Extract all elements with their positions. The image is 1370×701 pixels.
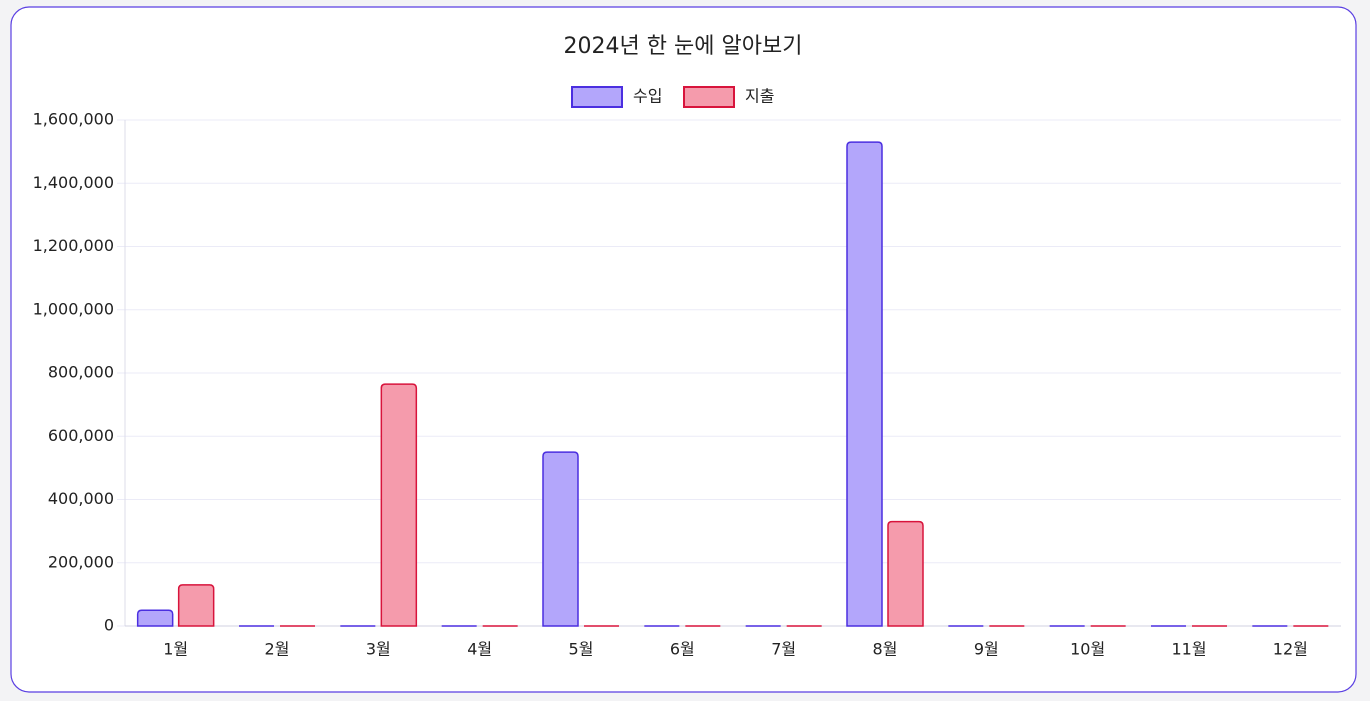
y-tick-label: 800,000 [48,363,114,382]
bar [136,609,174,627]
x-tick-label: 8월 [873,640,898,659]
y-tick-label: 1,400,000 [33,173,114,192]
bar [542,451,579,627]
y-tick-label: 1,200,000 [33,236,114,255]
x-tick-label: 2월 [265,640,290,659]
y-tick-label: 0 [104,616,114,635]
x-tick-label: 4월 [467,640,492,659]
y-tick-label: 400,000 [48,489,114,508]
x-tick-label: 3월 [366,640,391,659]
x-tick-label: 10월 [1070,640,1105,659]
legend-label: 지출 [745,87,774,106]
chart-title: 2024년 한 눈에 알아보기 [564,34,803,59]
x-tick-label: 9월 [974,640,999,659]
x-tick-label: 1월 [163,640,188,659]
x-tick-label: 7월 [771,640,796,659]
y-tick-label: 200,000 [48,552,114,571]
y-tick-label: 1,000,000 [33,299,114,318]
y-tick-label: 1,600,000 [33,110,114,129]
x-tick-label: 12월 [1273,640,1308,659]
bar [177,584,215,627]
card [10,6,1357,693]
bar [887,520,924,627]
legend-label: 수입 [633,87,662,106]
legend-swatch [683,86,735,108]
x-tick-label: 11월 [1171,640,1206,659]
legend-swatch [571,86,623,108]
bar [380,383,418,627]
x-tick-label: 5월 [569,640,594,659]
y-tick-label: 600,000 [48,426,114,445]
bar [846,141,883,627]
x-tick-label: 6월 [670,640,695,659]
